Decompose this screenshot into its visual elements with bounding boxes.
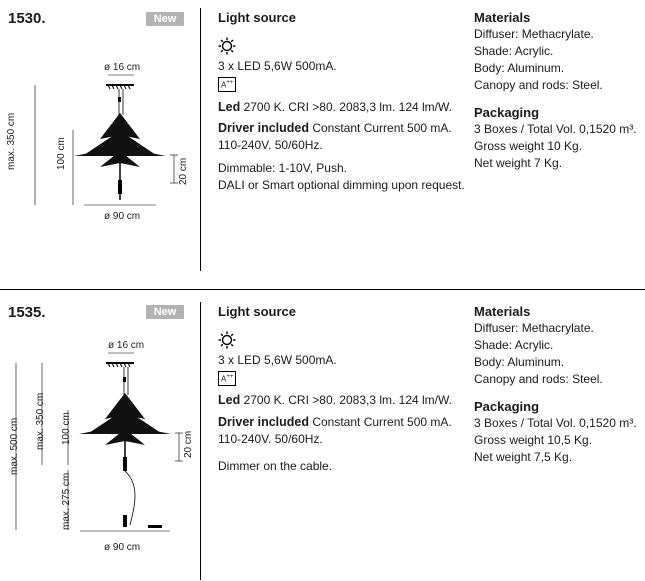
- material-item: Canopy and rods: Steel.: [474, 372, 603, 386]
- energy-class-label: A++: [218, 369, 237, 387]
- max-total-height: max. 500 cm: [9, 417, 20, 475]
- max-height: max. 350 cm: [6, 112, 17, 170]
- model-number: 1535.: [8, 304, 46, 321]
- new-badge: New: [146, 12, 184, 26]
- energy-class-label: A++: [218, 75, 237, 93]
- material-item: Body: Aluminum.: [474, 61, 565, 75]
- lamp-width: ø 90 cm: [104, 211, 141, 222]
- material-item: Diffuser: Methacrylate.: [474, 27, 594, 41]
- floor-height: max. 275 cm: [61, 472, 72, 530]
- led-bulb-icon: [218, 331, 236, 349]
- driver-spec: Driver included Constant Current 500 mA.: [218, 415, 452, 429]
- packaging-item: 3 Boxes / Total Vol. 0,1520 m³.: [474, 122, 637, 136]
- packaging-item: Gross weight 10,5 Kg.: [474, 433, 593, 447]
- body-height: 100 cm: [56, 137, 67, 170]
- led-spec: Led 2700 K. CRI >80. 2083,3 lm. 124 lm/W…: [218, 393, 453, 407]
- canopy-diameter: ø 16 cm: [104, 62, 141, 73]
- led-count: 3 x LED 5,6W 500mA.: [218, 59, 337, 73]
- light-source-title: Light source: [218, 304, 297, 319]
- canopy-diameter: ø 16 cm: [108, 340, 145, 351]
- dimming-info: Dimmer on the cable.: [218, 459, 333, 473]
- packaging-item: Net weight 7 Kg.: [474, 156, 563, 170]
- dimming-info: Dimmable: 1-10V, Push.: [218, 161, 347, 175]
- packaging-item: Gross weight 10 Kg.: [474, 139, 583, 153]
- module-height: 20 cm: [183, 430, 194, 458]
- lamp-width: ø 90 cm: [104, 542, 141, 553]
- dimming-options: DALI or Smart optional dimming upon requ…: [218, 178, 465, 192]
- packaging-title: Packaging: [474, 105, 540, 120]
- lamp-drawing: [34, 74, 178, 206]
- led-bulb-icon: [218, 37, 236, 55]
- material-item: Body: Aluminum.: [474, 355, 565, 369]
- materials-title: Materials: [474, 10, 531, 25]
- material-item: Diffuser: Methacrylate.: [474, 321, 594, 335]
- packaging-item: 3 Boxes / Total Vol. 0,1520 m³.: [474, 416, 637, 430]
- light-source-title: Light source: [218, 10, 297, 25]
- lamp-drawing: [15, 352, 183, 532]
- module-height: 20 cm: [178, 157, 189, 185]
- model-number: 1530.: [8, 10, 46, 27]
- column-divider: [200, 302, 201, 580]
- led-count: 3 x LED 5,6W 500mA.: [218, 353, 337, 367]
- material-item: Shade: Acrylic.: [474, 338, 554, 352]
- materials-title: Materials: [474, 304, 531, 319]
- body-height: 100 cm: [61, 412, 72, 445]
- new-badge: New: [146, 305, 184, 319]
- packaging-item: Net weight 7,5 Kg.: [474, 450, 573, 464]
- lamp-1530-figure: [34, 74, 178, 206]
- max-height: max. 350 cm: [35, 392, 46, 450]
- column-divider: [200, 8, 201, 271]
- led-spec: Led 2700 K. CRI >80. 2083,3 lm. 124 lm/W…: [218, 100, 453, 114]
- driver-spec: Driver included Constant Current 500 mA.: [218, 121, 452, 135]
- material-item: Canopy and rods: Steel.: [474, 78, 603, 92]
- voltage: 110-240V. 50/60Hz.: [218, 138, 323, 152]
- material-item: Shade: Acrylic.: [474, 44, 554, 58]
- voltage: 110-240V. 50/60Hz.: [218, 432, 323, 446]
- lamp-1535-figure: [15, 352, 183, 532]
- packaging-title: Packaging: [474, 399, 540, 414]
- section-divider: [0, 289, 645, 290]
